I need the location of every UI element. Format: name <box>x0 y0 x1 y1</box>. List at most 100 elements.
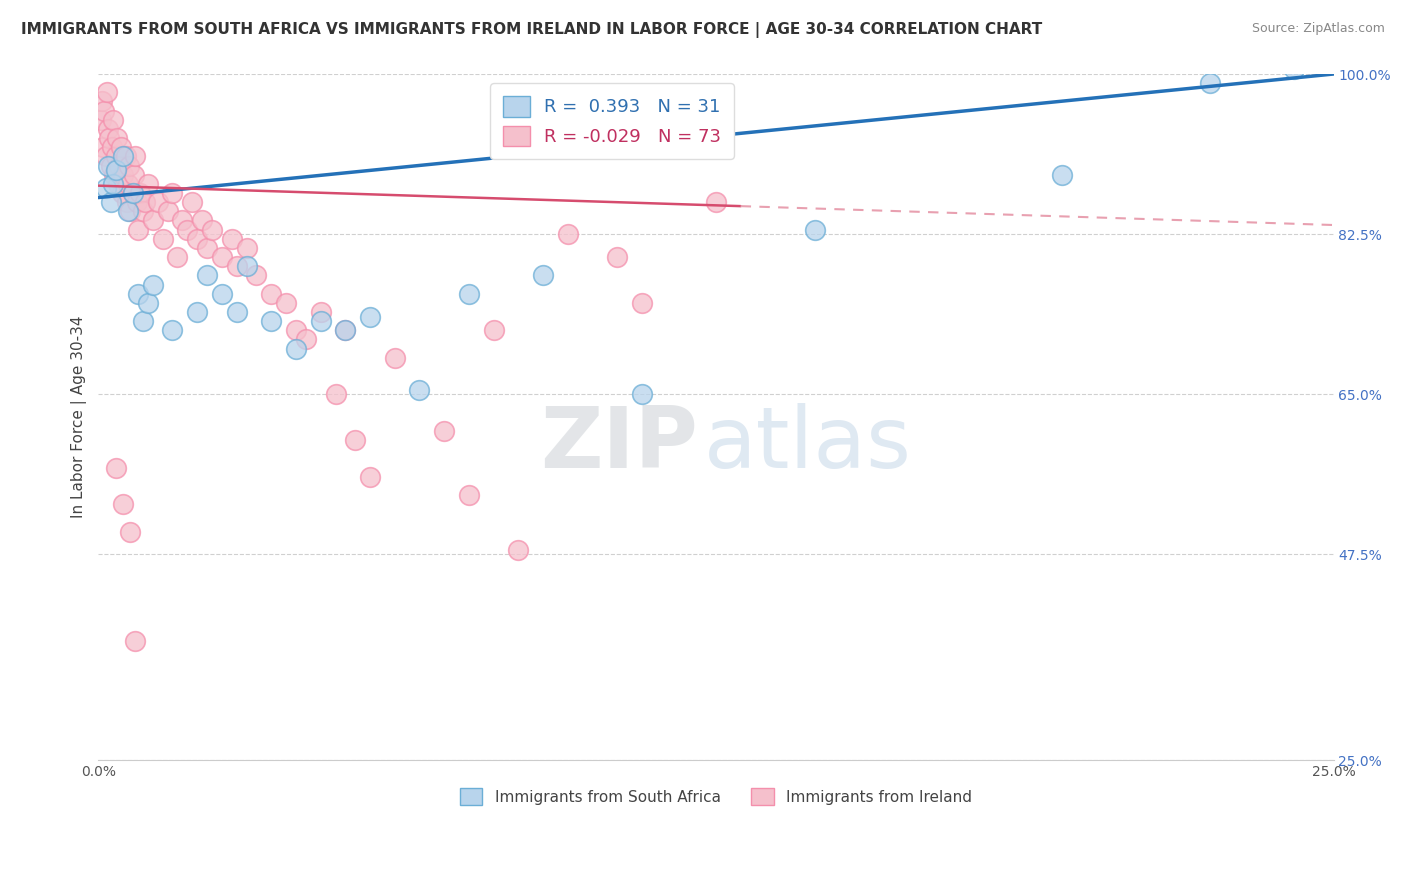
Point <box>132 314 155 328</box>
Point <box>118 159 141 173</box>
Point <box>124 149 146 163</box>
Point <box>104 460 127 475</box>
Point <box>235 241 257 255</box>
Point <box>98 131 121 145</box>
Point <box>195 268 218 283</box>
Point <box>176 222 198 236</box>
Point <box>704 195 727 210</box>
Point <box>162 186 184 200</box>
Point <box>105 131 128 145</box>
Point <box>125 195 148 210</box>
Point <box>104 149 127 163</box>
Point <box>134 195 156 210</box>
Point <box>211 250 233 264</box>
Point <box>136 295 159 310</box>
Point <box>309 314 332 328</box>
Point <box>309 305 332 319</box>
Point <box>124 634 146 648</box>
Point <box>285 342 308 356</box>
Point <box>359 469 381 483</box>
Point <box>120 524 142 539</box>
Point <box>195 241 218 255</box>
Point <box>181 195 204 210</box>
Point <box>108 159 131 173</box>
Point <box>191 213 214 227</box>
Point <box>142 213 165 227</box>
Point <box>114 149 136 163</box>
Point <box>482 323 505 337</box>
Point <box>127 222 149 236</box>
Point <box>225 259 247 273</box>
Point <box>122 186 145 200</box>
Point <box>129 186 152 200</box>
Y-axis label: In Labor Force | Age 30-34: In Labor Force | Age 30-34 <box>72 316 87 518</box>
Point <box>201 222 224 236</box>
Point <box>122 168 145 182</box>
Point <box>221 232 243 246</box>
Point <box>1199 76 1222 90</box>
Point <box>225 305 247 319</box>
Point <box>112 497 135 511</box>
Text: IMMIGRANTS FROM SOUTH AFRICA VS IMMIGRANTS FROM IRELAND IN LABOR FORCE | AGE 30-: IMMIGRANTS FROM SOUTH AFRICA VS IMMIGRAN… <box>21 22 1042 38</box>
Point <box>274 295 297 310</box>
Point <box>211 286 233 301</box>
Point <box>245 268 267 283</box>
Point <box>152 232 174 246</box>
Point <box>146 195 169 210</box>
Point <box>132 204 155 219</box>
Point <box>531 268 554 283</box>
Point <box>94 149 117 163</box>
Point <box>384 351 406 365</box>
Point <box>156 204 179 219</box>
Point <box>111 186 134 200</box>
Point <box>235 259 257 273</box>
Text: Source: ZipAtlas.com: Source: ZipAtlas.com <box>1251 22 1385 36</box>
Point <box>606 250 628 264</box>
Point <box>93 103 115 118</box>
Point <box>457 488 479 502</box>
Point <box>115 195 138 210</box>
Point <box>557 227 579 242</box>
Point <box>100 195 122 210</box>
Point <box>325 387 347 401</box>
Point <box>127 286 149 301</box>
Point <box>96 86 118 100</box>
Point <box>172 213 194 227</box>
Point <box>97 122 120 136</box>
Text: atlas: atlas <box>703 403 911 486</box>
Point <box>260 286 283 301</box>
Point <box>117 177 139 191</box>
Point <box>186 305 208 319</box>
Point <box>142 277 165 292</box>
Point <box>94 181 117 195</box>
Point <box>101 140 124 154</box>
Legend: Immigrants from South Africa, Immigrants from Ireland: Immigrants from South Africa, Immigrants… <box>450 779 981 814</box>
Point <box>103 168 125 182</box>
Point <box>457 286 479 301</box>
Point <box>285 323 308 337</box>
Point <box>112 149 135 163</box>
Point <box>408 383 430 397</box>
Point <box>186 232 208 246</box>
Point <box>97 159 120 173</box>
Point <box>1050 168 1073 182</box>
Point <box>433 424 456 438</box>
Point <box>1282 62 1305 77</box>
Point <box>122 186 145 200</box>
Text: ZIP: ZIP <box>540 403 697 486</box>
Point <box>91 95 114 109</box>
Point <box>803 222 825 236</box>
Point <box>344 433 367 447</box>
Point <box>100 159 122 173</box>
Point <box>359 310 381 324</box>
Point <box>120 204 142 219</box>
Point <box>260 314 283 328</box>
Point <box>107 177 129 191</box>
Point <box>104 163 127 178</box>
Point <box>295 333 318 347</box>
Point <box>335 323 357 337</box>
Point <box>630 295 652 310</box>
Point <box>508 542 530 557</box>
Point <box>110 140 132 154</box>
Point <box>101 112 124 127</box>
